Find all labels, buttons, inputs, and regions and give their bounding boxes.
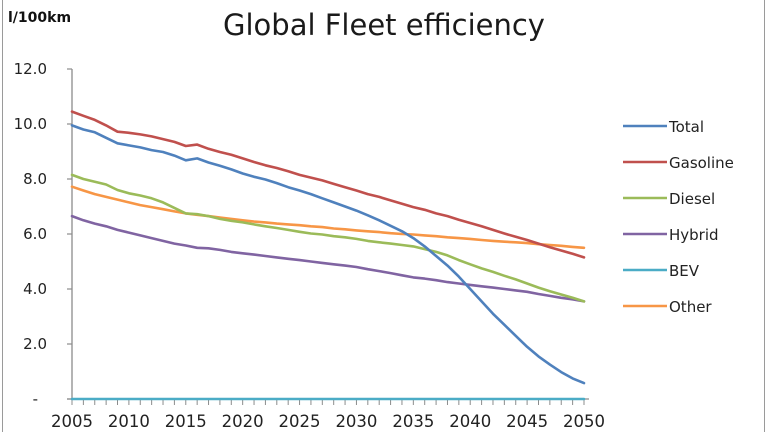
legend-item-gasoline: Gasoline	[623, 154, 734, 172]
legend-item-diesel: Diesel	[623, 190, 715, 208]
legend-label: Hybrid	[669, 226, 719, 244]
legend-label: Gasoline	[669, 154, 734, 172]
legend-item-total: Total	[623, 118, 704, 136]
x-tick-label: 2035	[392, 412, 434, 431]
legend-label: Diesel	[669, 190, 715, 208]
left-border	[2, 0, 3, 432]
x-tick-label: 2040	[449, 412, 491, 431]
x-tick-label: 2050	[563, 412, 605, 431]
series-lines	[70, 110, 586, 401]
y-tick-label: -	[33, 390, 38, 408]
x-tick-label: 2020	[222, 412, 264, 431]
series-line-total	[70, 124, 586, 385]
series-line-gasoline	[70, 110, 586, 259]
series-line-hybrid	[70, 214, 586, 303]
x-tick-label: 2030	[335, 412, 377, 431]
x-tick-label: 2045	[506, 412, 548, 431]
legend-label: BEV	[669, 262, 700, 280]
legend-label: Other	[669, 298, 712, 316]
y-tick-label: 8.0	[23, 170, 47, 188]
legend-item-other: Other	[623, 298, 712, 316]
axes: - 2.0 4.0 6.0 8.0 10.0 12.0 2005 2010 2015 2020 202…	[14, 60, 605, 431]
y-tick-label: 4.0	[23, 280, 47, 298]
legend-item-bev: BEV	[623, 262, 700, 280]
legend-label: Total	[668, 118, 704, 136]
series-line-other	[70, 185, 586, 250]
y-axis-unit-label: l/100km	[8, 10, 72, 26]
y-tick-label: 10.0	[14, 115, 47, 133]
y-tick-label: 12.0	[14, 60, 47, 78]
legend: Total Gasoline Diesel Hybrid BEV Other	[623, 118, 734, 316]
y-tick-label: 6.0	[23, 225, 47, 243]
x-tick-label: 2010	[108, 412, 150, 431]
x-tick-label: 2005	[51, 412, 93, 431]
legend-item-hybrid: Hybrid	[623, 226, 719, 244]
x-tick-label: 2025	[279, 412, 321, 431]
y-tick-label: 2.0	[23, 335, 47, 353]
chart-title: Global Fleet efficiency	[223, 8, 545, 42]
series-line-diesel	[70, 173, 586, 303]
x-tick-label: 2015	[165, 412, 207, 431]
right-border	[764, 0, 765, 432]
